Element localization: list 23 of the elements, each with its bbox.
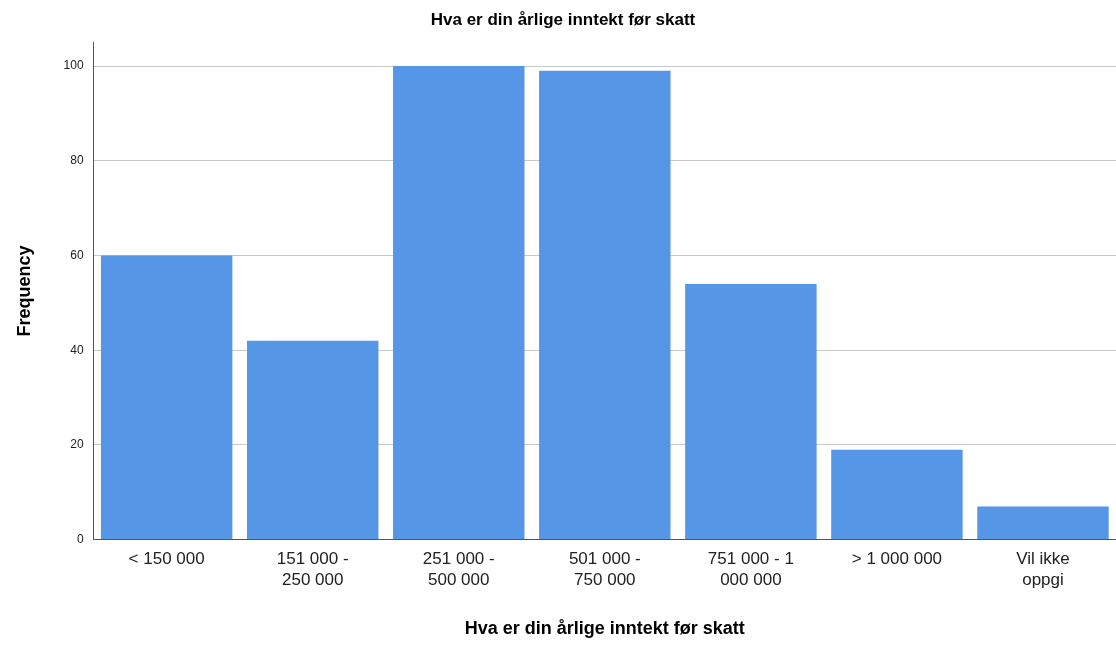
y-tick-label: 60 <box>70 247 84 262</box>
bar <box>393 66 525 540</box>
y-tick-label: 80 <box>70 153 84 168</box>
x-tick-label: 751 000 - 1 000 000 <box>707 549 794 589</box>
x-tick-label: 151 000 - 250 000 <box>276 549 349 589</box>
x-tick-label: 251 000 - 500 000 <box>422 549 495 589</box>
x-tick-label: 501 000 - 750 000 <box>568 549 641 589</box>
y-tick-label: 40 <box>70 342 84 357</box>
bar <box>685 283 817 540</box>
bar <box>539 70 671 540</box>
x-tick-label: < 150 000 <box>128 549 205 569</box>
chart-title: Hva er din årlige inntekt før skatt <box>430 9 696 29</box>
bar <box>831 449 963 540</box>
x-tick-label: > 1 000 000 <box>851 549 943 569</box>
x-tick-label: Vil ikke oppgi <box>1016 549 1070 589</box>
bar <box>246 340 379 540</box>
y-axis-title: Frequency <box>13 245 34 337</box>
y-tick-label: 20 <box>70 437 84 452</box>
x-axis-title: Hva er din årlige inntekt før skatt <box>464 618 745 639</box>
y-tick-label: 100 <box>63 58 84 73</box>
bar <box>100 255 233 540</box>
bar <box>977 506 1109 540</box>
y-tick-label: 0 <box>76 531 84 546</box>
